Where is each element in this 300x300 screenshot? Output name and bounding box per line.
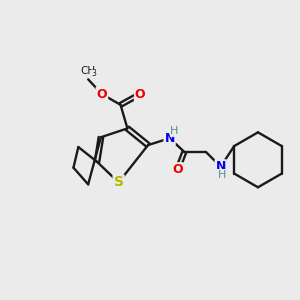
Text: CH: CH — [81, 66, 96, 76]
Text: N: N — [215, 160, 226, 173]
Text: O: O — [172, 163, 183, 176]
Text: H: H — [170, 126, 179, 136]
Text: 3: 3 — [92, 69, 97, 78]
Text: O: O — [135, 88, 146, 100]
Text: S: S — [114, 176, 124, 189]
Text: N: N — [164, 132, 175, 145]
Text: H: H — [218, 169, 226, 179]
Text: O: O — [97, 88, 107, 100]
